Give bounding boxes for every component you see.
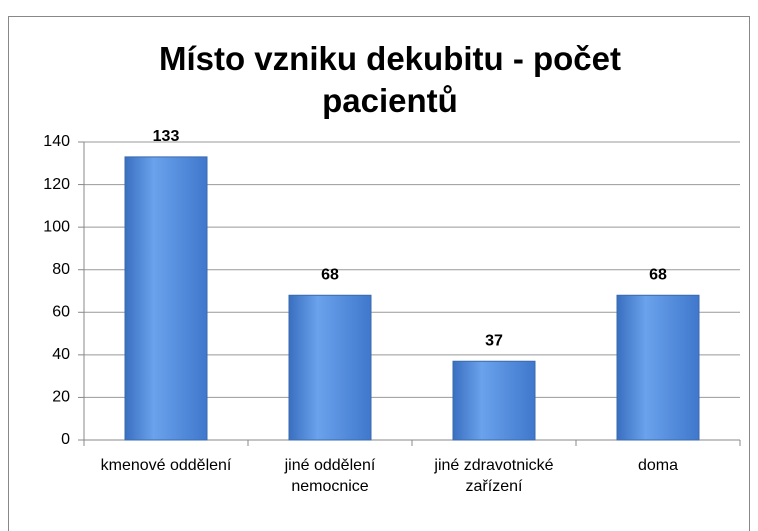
x-tick-label: jiné oddělení nemocnice	[284, 457, 376, 495]
value-label: 133	[153, 128, 180, 145]
value-label: 37	[485, 332, 503, 349]
bar	[288, 294, 372, 441]
y-tick-label: 140	[43, 133, 70, 150]
y-tick-label: 20	[52, 389, 70, 406]
y-tick-label: 100	[43, 218, 70, 235]
y-tick-label: 40	[52, 346, 70, 363]
y-tick-label: 80	[52, 261, 70, 278]
x-tick-label: kmenové oddělení	[100, 457, 232, 474]
bar	[452, 360, 536, 441]
y-tick-label: 0	[61, 431, 70, 448]
value-label: 68	[321, 266, 339, 283]
bar	[616, 294, 700, 441]
chart-frame	[8, 16, 750, 531]
value-label: 68	[649, 266, 667, 283]
chart-title: Místo vzniku dekubitu - počet pacientů	[158, 40, 622, 119]
y-tick-label: 120	[43, 176, 70, 193]
x-tick-label: jiné zdravotnické zařízení	[434, 457, 554, 495]
y-tick-label: 60	[52, 304, 70, 321]
bar	[124, 156, 208, 441]
x-tick-label: doma	[637, 457, 679, 474]
